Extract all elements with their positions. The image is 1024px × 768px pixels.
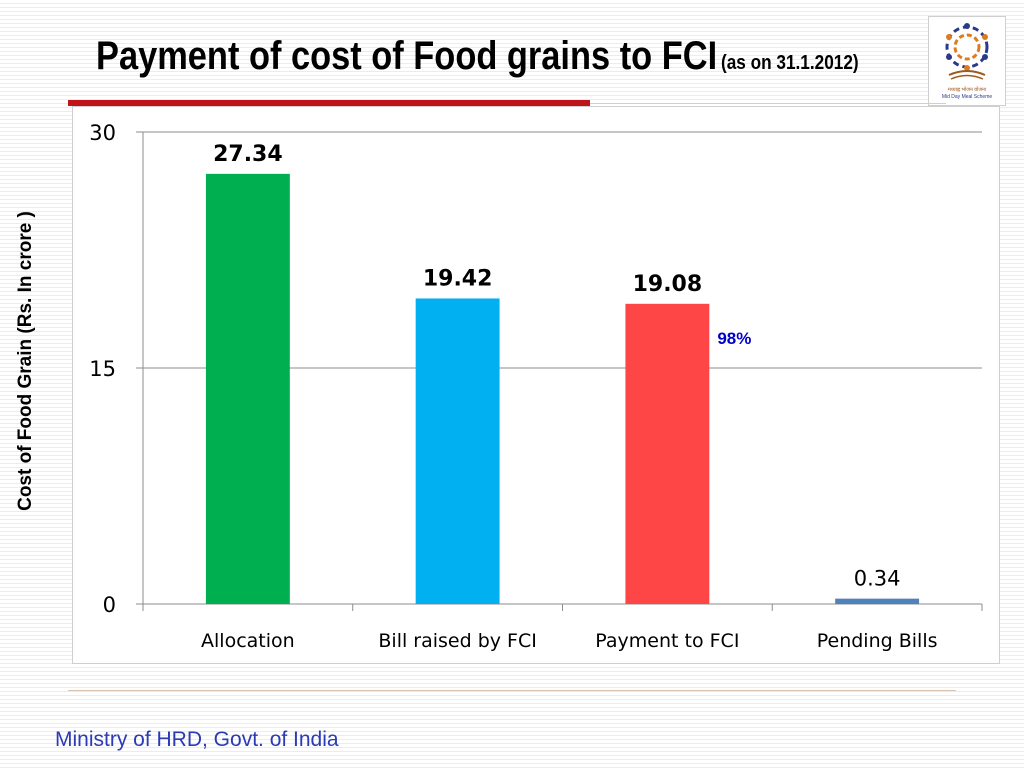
y-tick-label: 15 <box>89 357 116 381</box>
footer-rule <box>68 690 956 691</box>
bar-bill-raised-by-fci <box>415 298 500 604</box>
data-label: 0.34 <box>854 567 901 591</box>
accent-rule-gray <box>590 103 946 104</box>
mid-day-meal-logo-icon <box>945 23 989 80</box>
data-label: 19.08 <box>633 272 703 297</box>
y-tick-label: 30 <box>89 121 116 145</box>
data-label: 19.42 <box>423 266 493 291</box>
x-tick-label: Bill raised by FCI <box>378 630 536 652</box>
bar-payment-to-fci <box>625 303 710 604</box>
x-tick-label: Pending Bills <box>817 630 938 652</box>
logo-caption-hindi: मध्याह्न भोजन योजना <box>947 87 987 93</box>
x-tick-label: Allocation <box>201 630 295 652</box>
annotation-label: 98% <box>717 329 751 348</box>
page-title: Payment of cost of Food grains to FCI (a… <box>96 34 859 79</box>
bar-pending-bills <box>835 598 920 604</box>
bar-allocation <box>205 173 290 605</box>
accent-rule-red <box>68 100 590 106</box>
title-main: Payment of cost of Food grains to FCI <box>96 34 718 78</box>
x-tick-label: Payment to FCI <box>595 630 739 652</box>
logo-caption-english: Mid Day Meal Scheme <box>941 94 993 100</box>
data-label: 27.34 <box>213 142 283 167</box>
mid-day-meal-logo: मध्याह्न भोजन योजना Mid Day Meal Scheme <box>928 16 1006 106</box>
footer-text: Ministry of HRD, Govt. of India <box>55 728 339 751</box>
title-subtitle: (as on 31.1.2012) <box>720 52 859 74</box>
y-tick-label: 0 <box>103 593 116 617</box>
